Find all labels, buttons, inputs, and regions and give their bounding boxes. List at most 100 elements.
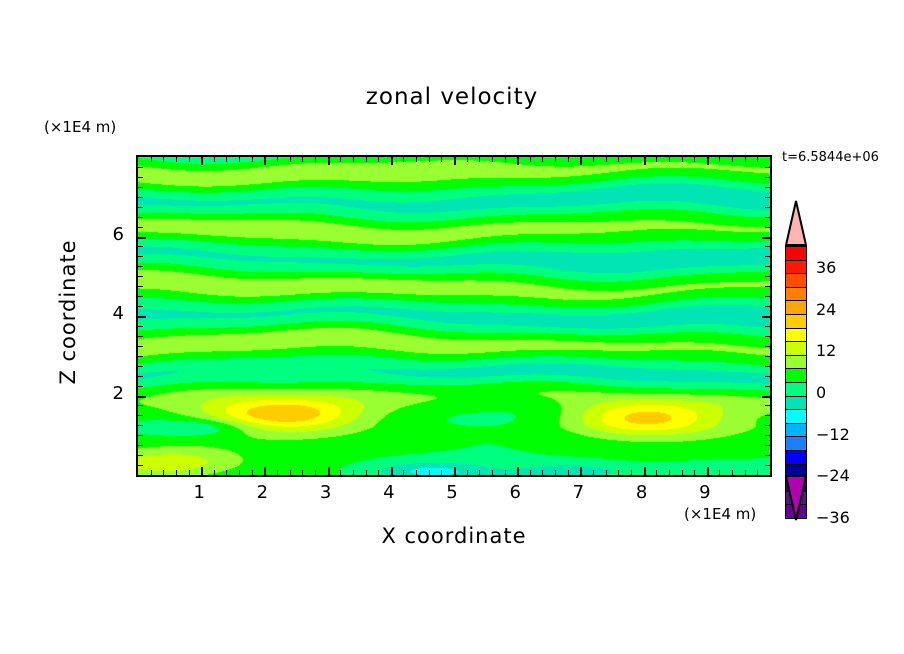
x-tick-major	[643, 467, 646, 475]
time-annotation: t=6.5844e+06	[782, 150, 879, 165]
x-tick-major-top	[264, 157, 267, 165]
y-tick-minor-right	[765, 415, 770, 417]
contour-plot-area[interactable]	[136, 155, 772, 477]
colorbar-tick-label: 36	[816, 257, 837, 277]
x-tick-minor	[365, 470, 367, 475]
x-tick-major	[264, 467, 267, 475]
colorbar-band	[785, 327, 807, 343]
x-tick-minor	[694, 470, 696, 475]
colorbar-band	[785, 436, 807, 451]
x-axis-title: X coordinate	[381, 524, 527, 548]
x-tick-minor-top	[378, 157, 380, 162]
y-tick-minor-right	[765, 196, 770, 198]
y-tick-minor	[138, 266, 143, 268]
x-tick-minor	[188, 470, 190, 475]
y-tick-minor	[138, 445, 143, 447]
y-tick-major	[138, 395, 146, 398]
x-tick-minor-top	[719, 157, 721, 162]
x-tick-minor	[277, 470, 279, 475]
x-tick-label: 3	[319, 482, 332, 503]
x-tick-minor-top	[744, 157, 746, 162]
x-tick-label: 5	[446, 482, 458, 503]
x-tick-major	[454, 467, 456, 475]
colorbar-band	[785, 246, 807, 261]
x-tick-minor-top	[314, 157, 316, 162]
y-tick-minor	[138, 226, 143, 228]
x-tick-minor	[605, 470, 607, 475]
x-tick-minor-top	[441, 157, 443, 162]
x-tick-minor-top	[466, 157, 468, 162]
x-tick-minor	[226, 470, 228, 475]
y-tick-minor-right	[765, 286, 770, 288]
y-tick-minor	[138, 375, 143, 377]
y-tick-minor	[138, 325, 143, 327]
x-tick-minor	[441, 470, 443, 475]
y-tick-minor-right	[765, 425, 770, 427]
colorbar-band	[785, 259, 807, 275]
colorbar-tick-label: −12	[816, 424, 850, 444]
x-tick-minor-top	[681, 157, 683, 162]
x-tick-minor	[416, 470, 418, 475]
y-tick-major-right	[762, 395, 770, 398]
x-tick-minor	[150, 470, 152, 475]
y-tick-major-right	[762, 316, 770, 318]
x-tick-minor	[567, 470, 569, 475]
x-tick-minor-top	[479, 157, 481, 162]
x-tick-minor	[479, 470, 481, 475]
x-tick-minor	[239, 470, 241, 475]
y-tick-minor-right	[765, 405, 770, 407]
x-tick-major	[390, 467, 393, 475]
x-tick-major	[580, 467, 583, 475]
x-tick-minor	[163, 470, 165, 475]
colorbar[interactable]: 36 24 12 0 −12 −24 −36	[780, 200, 900, 527]
colorbar-band	[785, 449, 807, 465]
colorbar-band	[785, 286, 807, 302]
x-tick-minor-top	[542, 157, 544, 162]
x-tick-minor-top	[365, 157, 367, 162]
x-tick-minor	[314, 470, 316, 475]
x-tick-minor	[175, 470, 177, 475]
y-tick-minor-right	[765, 375, 770, 377]
y-tick-minor	[138, 345, 143, 347]
x-tick-label: 4	[383, 482, 395, 503]
y-tick-minor-right	[765, 345, 770, 347]
x-tick-minor-top	[668, 157, 670, 162]
y-axis-unit-label: (×1E4 m)	[44, 118, 117, 136]
x-tick-label: 7	[572, 482, 585, 503]
x-tick-minor-top	[529, 157, 531, 162]
x-tick-minor-top	[188, 157, 190, 162]
y-tick-minor	[138, 365, 143, 367]
x-tick-minor-top	[656, 157, 658, 162]
y-tick-minor	[138, 276, 143, 278]
y-tick-minor-right	[765, 355, 770, 357]
y-tick-minor-right	[765, 176, 770, 178]
x-tick-minor	[403, 470, 405, 475]
colorbar-tick-label: 12	[816, 341, 837, 361]
x-tick-minor	[719, 470, 721, 475]
y-tick-minor-right	[765, 445, 770, 447]
y-tick-minor	[138, 216, 143, 218]
x-tick-minor-top	[403, 157, 405, 162]
x-tick-major-top	[390, 157, 393, 165]
x-tick-major-top	[580, 157, 583, 165]
y-tick-minor-right	[765, 216, 770, 218]
y-tick-minor	[138, 465, 143, 467]
colorbar-over-arrow-icon	[785, 200, 807, 246]
x-tick-minor	[428, 470, 430, 475]
x-tick-major-top	[454, 157, 456, 165]
y-tick-minor	[138, 256, 143, 258]
x-tick-major	[201, 467, 204, 475]
y-tick-label: 6	[112, 223, 124, 245]
y-tick-minor-right	[765, 455, 770, 457]
y-tick-minor	[138, 425, 143, 427]
x-tick-minor-top	[555, 157, 557, 162]
y-tick-minor	[138, 455, 143, 457]
x-tick-minor	[630, 470, 632, 475]
x-tick-minor-top	[352, 157, 354, 162]
x-tick-minor-top	[416, 157, 418, 162]
x-tick-label: 9	[699, 482, 711, 503]
x-tick-major	[517, 467, 520, 475]
x-tick-minor-top	[491, 157, 493, 162]
y-tick-minor	[138, 385, 143, 387]
x-tick-minor-top	[277, 157, 279, 162]
